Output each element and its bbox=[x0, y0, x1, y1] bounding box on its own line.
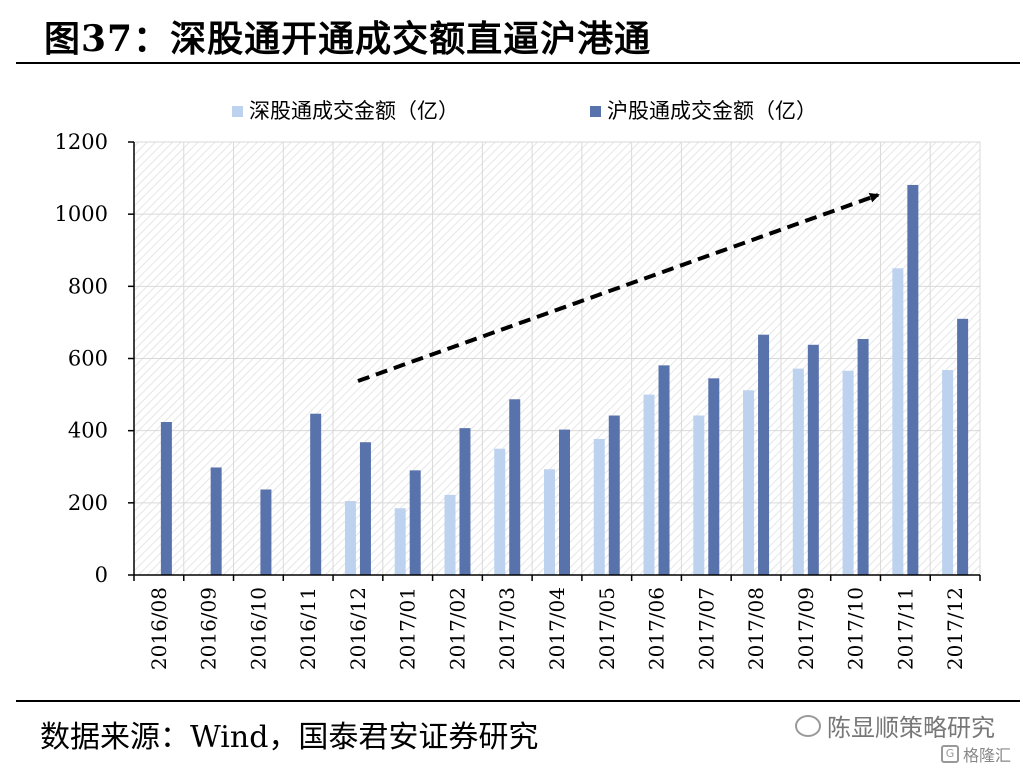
x-tick-label: 2017/11 bbox=[893, 587, 917, 670]
bar-sz-2017-08 bbox=[743, 390, 755, 575]
watermark-site-label: 格隆汇 bbox=[962, 746, 1011, 765]
x-tick-label: 2017/08 bbox=[744, 587, 768, 670]
gridlines bbox=[134, 141, 981, 575]
bar-sz-2017-06 bbox=[643, 394, 655, 575]
x-tick-label: 2016/12 bbox=[346, 587, 370, 670]
x-tick-label: 2017/02 bbox=[445, 587, 469, 670]
bar-sh-2017-09 bbox=[807, 344, 819, 575]
y-tick-label: 600 bbox=[68, 347, 108, 371]
legend-swatch bbox=[232, 106, 243, 117]
bars bbox=[160, 184, 969, 576]
wechat-icon bbox=[795, 714, 821, 737]
bar-sz-2017-01 bbox=[394, 508, 406, 575]
bar-sh-2016-12 bbox=[359, 442, 371, 575]
x-tick-label: 2016/11 bbox=[296, 587, 320, 670]
y-tick-label: 800 bbox=[68, 274, 108, 298]
bar-sz-2017-04 bbox=[544, 469, 555, 575]
bar-sz-2017-09 bbox=[792, 368, 804, 575]
bar-sh-2017-05 bbox=[608, 415, 620, 575]
x-tick-labels: 2016/08 2016/09 2016/10 2016/11 2016/12 2017/… bbox=[147, 587, 967, 670]
legend-swatch bbox=[590, 106, 601, 117]
watermark-site: G 格隆汇 bbox=[940, 742, 1011, 766]
axes bbox=[128, 141, 981, 581]
bar-sh-2017-10 bbox=[857, 339, 869, 575]
y-tick-label: 1000 bbox=[55, 202, 108, 226]
x-tick-label: 2016/10 bbox=[246, 587, 270, 670]
x-tick-label: 2017/03 bbox=[495, 587, 519, 670]
bar-sh-2017-12 bbox=[957, 318, 969, 575]
y-tick-label: 0 bbox=[95, 563, 108, 587]
watermark-account: 陈显顺策略研究 bbox=[795, 708, 995, 743]
y-tick-label: 200 bbox=[68, 491, 108, 515]
legend: 深股通成交金额（亿） 沪股通成交金额（亿） bbox=[232, 99, 817, 123]
gelonghui-logo-icon: G bbox=[940, 745, 959, 763]
bar-sz-2017-11 bbox=[892, 268, 904, 575]
x-tick-label: 2017/09 bbox=[794, 587, 818, 670]
legend-label: 深股通成交金额（亿） bbox=[249, 99, 459, 123]
watermark-account-label: 陈显顺策略研究 bbox=[827, 714, 995, 742]
y-tick-label: 400 bbox=[68, 419, 108, 443]
x-tick-label: 2017/12 bbox=[943, 587, 967, 670]
x-tick-label: 2016/09 bbox=[197, 587, 221, 670]
figure-title: 图37：深股通开通成交额直逼沪港通 bbox=[44, 18, 652, 60]
trend-arrow bbox=[357, 192, 880, 383]
bar-sz-2017-03 bbox=[494, 448, 506, 575]
bar-sh-2017-11 bbox=[907, 184, 919, 576]
bar-sz-2017-02 bbox=[444, 494, 456, 575]
bar-sh-2016-11 bbox=[310, 413, 322, 575]
y-tick-label: 1200 bbox=[55, 130, 108, 154]
bar-sh-2016-08 bbox=[160, 422, 172, 575]
bar-sh-2017-01 bbox=[409, 470, 421, 575]
bar-sh-2017-07 bbox=[708, 378, 720, 575]
bar-sh-2016-09 bbox=[210, 467, 222, 575]
x-tick-label: 2017/05 bbox=[595, 587, 619, 670]
x-tick-label: 2017/07 bbox=[694, 587, 718, 670]
bar-sz-2017-07 bbox=[693, 415, 705, 575]
top-rule bbox=[16, 62, 1020, 64]
bar-sh-2017-04 bbox=[559, 429, 570, 575]
bar-sh-2017-03 bbox=[509, 399, 521, 575]
y-tick-labels: 0 200 400 600 800 1000 1200 bbox=[55, 130, 108, 587]
bar-sh-2017-06 bbox=[658, 365, 670, 575]
bar-sz-2017-05 bbox=[593, 438, 605, 575]
x-tick-label: 2017/04 bbox=[545, 587, 569, 670]
bar-sh-2016-10 bbox=[260, 489, 272, 575]
x-tick-label: 2017/06 bbox=[645, 587, 669, 670]
data-source: 数据来源：Wind，国泰君安证券研究 bbox=[40, 720, 539, 755]
bar-sz-2017-12 bbox=[942, 370, 954, 575]
x-tick-label: 2017/01 bbox=[396, 587, 420, 670]
x-tick-label: 2016/08 bbox=[147, 587, 171, 670]
bar-sz-2016-12 bbox=[344, 501, 356, 575]
bar-sh-2017-08 bbox=[758, 334, 770, 575]
bottom-rule bbox=[16, 700, 1020, 702]
legend-label: 沪股通成交金额（亿） bbox=[607, 99, 817, 123]
bar-sh-2017-02 bbox=[459, 428, 471, 575]
x-tick-label: 2017/10 bbox=[844, 587, 868, 670]
bar-sz-2017-10 bbox=[842, 370, 854, 575]
